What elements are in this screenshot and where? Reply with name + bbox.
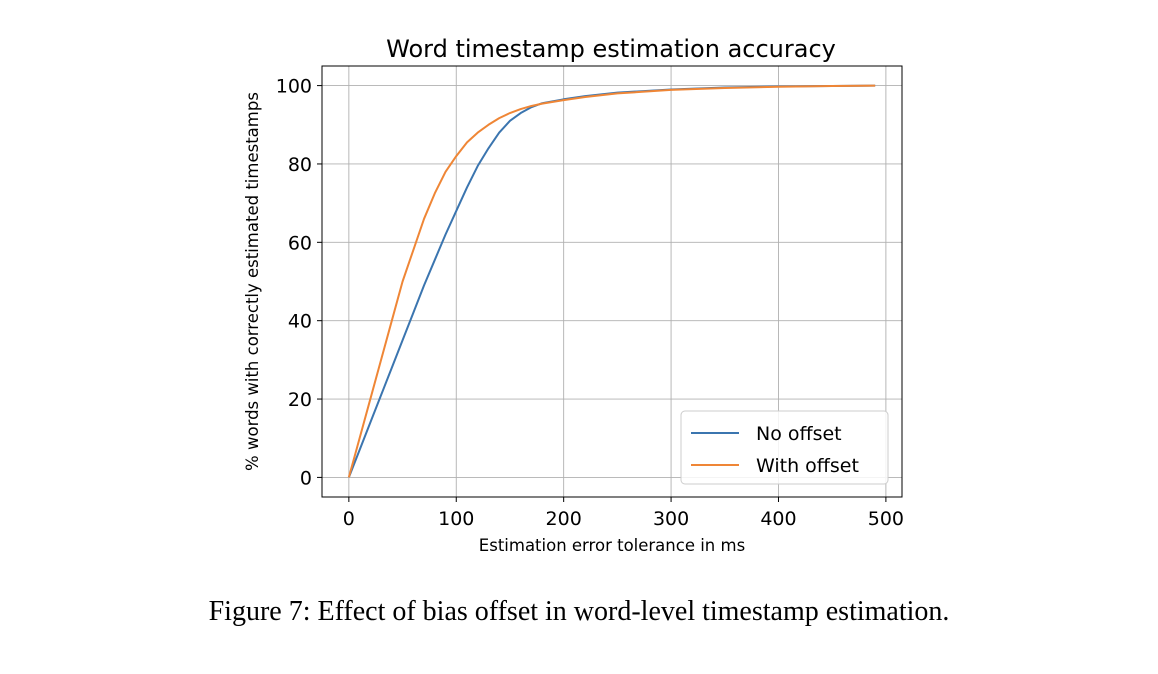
x-axis-label: Estimation error tolerance in ms	[479, 536, 745, 555]
series-line-with-offset	[347, 84, 876, 478]
y-tick-label: 60	[288, 232, 312, 254]
legend-label-with-offset: With offset	[756, 455, 859, 477]
plot-frame	[321, 65, 903, 498]
figure-caption: Figure 7: Effect of bias offset in word-…	[208, 596, 950, 627]
x-tick-label: 200	[546, 508, 582, 530]
chart-plot: 0 100 200 300 400 500 0 20 40 60 80 100 Word timesta…	[243, 35, 904, 555]
x-tick-label: 0	[343, 508, 355, 530]
x-tick-label: 300	[653, 508, 689, 530]
chart-title: Word timestamp estimation accuracy	[386, 35, 836, 63]
legend-label-no-offset: No offset	[756, 423, 842, 445]
y-axis-label: % words with correctly estimated timesta…	[243, 92, 262, 471]
x-tick-label: 400	[760, 508, 796, 530]
y-tick-label: 100	[276, 76, 312, 98]
y-tick-label: 40	[288, 311, 312, 333]
x-tick-label: 500	[868, 508, 904, 530]
x-tick-label: 100	[438, 508, 474, 530]
y-tick-label: 20	[288, 389, 312, 411]
y-tick-label: 80	[288, 154, 312, 176]
y-tick-label: 0	[300, 467, 312, 489]
